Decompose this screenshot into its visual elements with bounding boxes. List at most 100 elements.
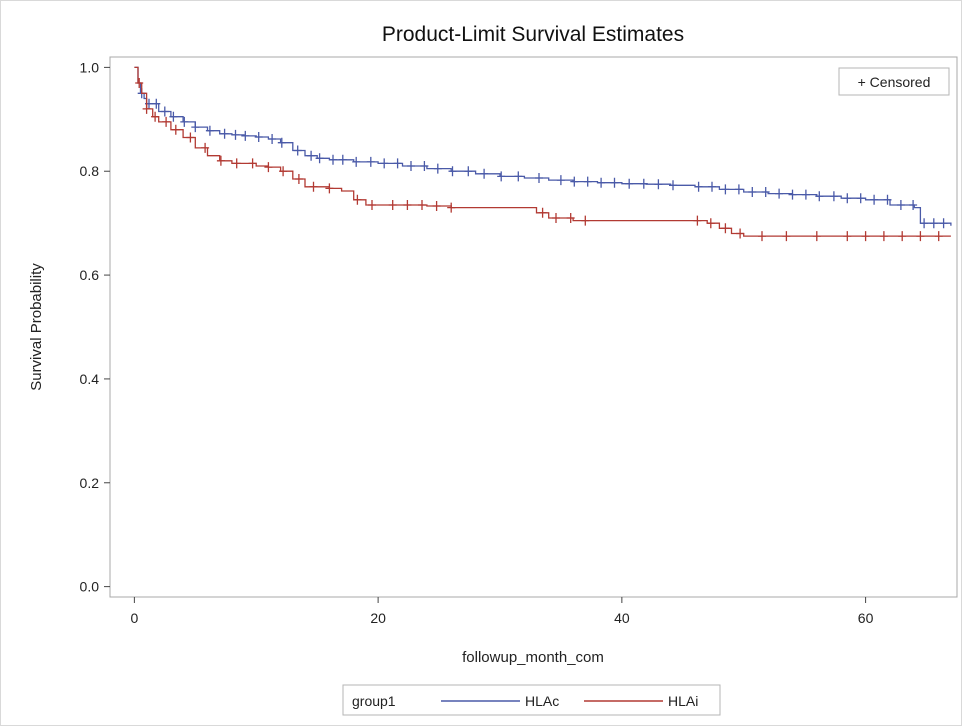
censor-mark <box>514 171 523 182</box>
censor-mark <box>325 183 334 194</box>
y-tick-label: 0.4 <box>80 371 100 387</box>
y-tick-label: 0.8 <box>80 163 100 179</box>
censor-mark <box>708 181 716 192</box>
censor-mark <box>535 173 543 183</box>
x-axis: 0 20 40 60 <box>130 597 874 626</box>
censor-mark <box>597 177 606 188</box>
censor-mark <box>843 231 852 242</box>
censor-mark <box>464 166 473 177</box>
censor-mark <box>920 218 929 229</box>
series-line-hlai <box>134 66 951 237</box>
censored-legend: + Censored <box>838 67 950 96</box>
series-legend: group1 HLAc HLAi <box>342 684 721 716</box>
censor-mark <box>309 181 318 192</box>
x-tick-label: 40 <box>614 610 630 626</box>
censor-mark <box>879 231 888 242</box>
censor-mark <box>293 145 302 156</box>
y-tick-label: 0.0 <box>80 579 100 595</box>
censor-mark <box>447 202 456 213</box>
censor-mark <box>205 125 214 136</box>
censor-mark <box>775 188 784 199</box>
censor-mark <box>388 200 397 210</box>
censor-mark <box>277 137 286 148</box>
censor-mark <box>706 218 715 229</box>
series-legend-box <box>342 684 721 716</box>
censor-mark <box>654 179 663 190</box>
censor-mark <box>843 193 852 204</box>
censor-mark <box>870 194 879 205</box>
censor-mark <box>829 191 838 202</box>
censor-mark <box>480 168 489 179</box>
censor-mark <box>171 124 180 135</box>
series-layer <box>134 66 952 242</box>
censor-mark <box>939 218 948 229</box>
censor-mark <box>152 98 161 109</box>
censor-mark <box>329 154 337 165</box>
y-axis-label: Survival Probability <box>28 263 45 391</box>
plot-area <box>109 56 958 598</box>
censor-mark <box>403 200 412 210</box>
censor-marks-hlac <box>137 88 948 229</box>
censor-mark <box>162 116 171 127</box>
censor-mark <box>929 218 938 229</box>
censor-mark <box>801 189 810 200</box>
legend-title: group1 <box>352 693 396 709</box>
censor-mark <box>186 132 195 143</box>
censor-mark <box>180 116 189 127</box>
censor-mark <box>380 158 389 169</box>
censor-mark <box>420 161 429 171</box>
censor-mark <box>241 130 250 141</box>
censor-mark <box>758 231 766 242</box>
censor-mark <box>268 134 277 144</box>
censor-mark <box>169 111 178 122</box>
censor-mark <box>307 150 316 161</box>
censor-mark <box>552 213 560 223</box>
censor-mark <box>583 176 592 187</box>
chart-title: Product-Limit Survival Estimates <box>382 23 684 46</box>
y-axis: 0.0 0.2 0.4 0.6 0.8 1.0 <box>80 59 110 595</box>
censor-mark <box>570 176 579 187</box>
censor-mark <box>815 191 824 202</box>
censor-mark <box>856 193 865 204</box>
censor-mark <box>761 187 770 197</box>
censor-mark <box>669 180 677 191</box>
censored-legend-box <box>838 67 950 96</box>
censor-mark <box>721 223 730 234</box>
censor-mark <box>407 161 415 171</box>
censor-mark <box>556 175 565 186</box>
legend-label-hlac: HLAc <box>525 693 559 709</box>
censor-mark <box>191 122 200 133</box>
x-tick-label: 20 <box>370 610 386 626</box>
censor-mark <box>788 189 797 200</box>
censor-mark <box>201 142 210 153</box>
censor-mark <box>393 158 402 169</box>
censor-mark <box>160 106 169 117</box>
censor-mark <box>861 231 870 242</box>
y-tick-label: 0.2 <box>80 475 100 491</box>
x-tick-label: 60 <box>858 610 874 626</box>
censor-mark <box>916 231 925 242</box>
censor-mark <box>694 181 703 192</box>
censor-mark <box>248 158 257 169</box>
censor-mark <box>610 177 619 188</box>
censor-mark <box>497 171 506 182</box>
censor-mark <box>294 174 303 184</box>
y-tick-label: 1.0 <box>80 59 100 75</box>
y-tick-label: 0.6 <box>80 267 100 283</box>
censor-mark <box>353 194 362 205</box>
censor-mark <box>220 128 229 139</box>
censor-mark <box>432 201 441 211</box>
censor-mark <box>231 129 240 140</box>
censor-mark <box>279 166 288 177</box>
censor-mark <box>896 200 905 210</box>
censor-mark <box>135 78 144 88</box>
censored-legend-label: + Censored <box>858 74 931 90</box>
legend-label-hlai: HLAi <box>668 693 698 709</box>
censor-mark <box>625 178 634 189</box>
x-tick-label: 0 <box>130 610 138 626</box>
censor-mark <box>338 154 347 165</box>
censor-mark <box>639 178 648 189</box>
censor-mark <box>352 156 361 167</box>
